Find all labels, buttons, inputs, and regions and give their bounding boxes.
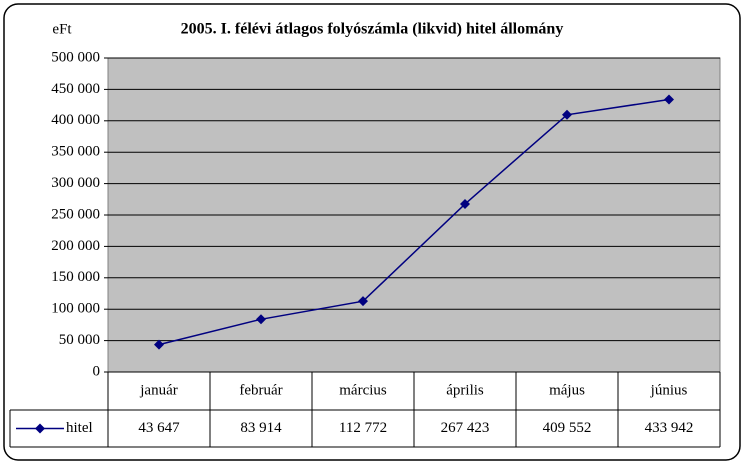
point-marker — [562, 109, 572, 120]
point-marker — [256, 314, 266, 325]
point-marker — [664, 94, 674, 105]
y-tick-label: 100 000 — [51, 301, 100, 317]
table-value: 433 942 — [645, 420, 694, 436]
y-tick-label: 250 000 — [51, 206, 100, 222]
table-value: 267 423 — [441, 420, 490, 436]
x-tick-label: április — [446, 382, 484, 398]
table-value: 43 647 — [138, 420, 180, 436]
y-tick-label: 400 000 — [51, 112, 100, 128]
point-marker — [154, 339, 164, 350]
x-tick-label: május — [549, 382, 585, 398]
point-marker — [460, 199, 470, 210]
point-marker — [358, 296, 368, 307]
y-tick-label: 500 000 — [51, 49, 100, 65]
legend-label: hitel — [66, 420, 93, 436]
x-tick-label: március — [339, 382, 387, 398]
y-tick-label: 150 000 — [51, 269, 100, 285]
legend-marker — [35, 423, 45, 434]
table-value: 83 914 — [240, 420, 282, 436]
y-tick-label: 200 000 — [51, 238, 100, 254]
x-tick-label: január — [139, 382, 177, 398]
y-tick-label: 450 000 — [51, 81, 100, 97]
chart-title: 2005. I. félévi átlagos folyószámla (lik… — [181, 21, 564, 38]
x-tick-label: február — [239, 382, 282, 398]
series-line — [158, 98, 670, 346]
y-tick-label: 0 — [93, 363, 101, 379]
y-tick-label: 350 000 — [51, 144, 100, 160]
y-tick-label: 300 000 — [51, 175, 100, 191]
x-tick-label: június — [650, 382, 688, 398]
table-value: 409 552 — [543, 420, 592, 436]
y-axis-label: eFt — [52, 21, 72, 37]
y-tick-label: 50 000 — [59, 332, 100, 348]
table-value: 112 772 — [339, 420, 387, 436]
